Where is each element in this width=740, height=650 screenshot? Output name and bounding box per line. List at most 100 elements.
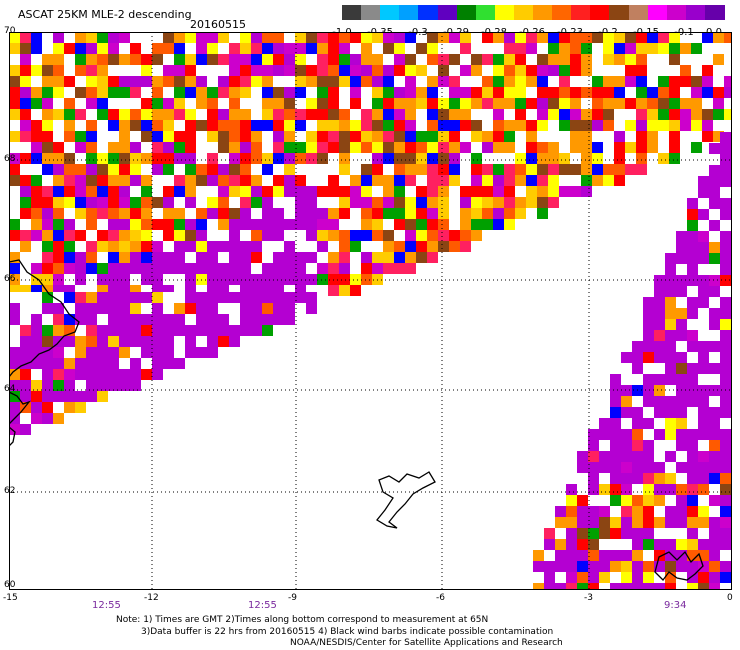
data-cell	[174, 325, 185, 336]
data-cell	[493, 76, 504, 87]
data-cell	[328, 197, 339, 208]
data-cell	[273, 175, 284, 186]
data-cell	[665, 275, 676, 286]
data-cell	[251, 153, 262, 164]
data-cell	[592, 98, 603, 109]
data-cell	[130, 274, 141, 285]
data-cell	[306, 292, 317, 303]
data-cell	[416, 87, 427, 98]
data-cell	[31, 314, 42, 325]
data-cell	[174, 241, 185, 252]
data-cell	[709, 583, 720, 590]
data-cell	[53, 142, 64, 153]
data-cell	[372, 142, 383, 153]
data-cell	[218, 76, 229, 87]
data-cell	[273, 208, 284, 219]
data-cell	[687, 374, 698, 385]
data-cell	[317, 98, 328, 109]
data-cell	[86, 76, 97, 87]
data-cell	[526, 153, 537, 164]
data-cell	[185, 76, 196, 87]
data-cell	[152, 325, 163, 336]
data-cell	[449, 43, 460, 54]
data-cell	[218, 131, 229, 142]
data-cell	[548, 109, 559, 120]
data-cell	[548, 43, 559, 54]
data-cell	[515, 120, 526, 131]
data-cell	[64, 153, 75, 164]
data-cell	[504, 65, 515, 76]
data-cell	[709, 539, 720, 550]
data-cell	[460, 164, 471, 175]
data-cell	[537, 98, 548, 109]
data-cell	[632, 572, 643, 583]
data-cell	[687, 264, 698, 275]
data-cell	[75, 285, 86, 296]
data-cell	[207, 32, 218, 43]
data-cell	[97, 219, 108, 230]
data-cell	[720, 550, 731, 561]
data-cell	[405, 142, 416, 153]
data-cell	[284, 32, 295, 43]
data-cell	[438, 131, 449, 142]
data-cell	[658, 87, 669, 98]
data-cell	[537, 65, 548, 76]
data-cell	[328, 43, 339, 54]
data-cell	[108, 164, 119, 175]
data-cell	[372, 87, 383, 98]
data-cell	[53, 263, 64, 274]
data-cell	[559, 142, 570, 153]
data-cell	[632, 561, 643, 572]
data-cell	[251, 142, 262, 153]
data-cell	[555, 550, 566, 561]
data-cell	[658, 153, 669, 164]
data-cell	[669, 76, 680, 87]
data-cell	[570, 43, 581, 54]
data-cell	[339, 175, 350, 186]
data-cell	[713, 54, 724, 65]
data-cell	[372, 164, 383, 175]
data-cell	[42, 54, 53, 65]
data-cell	[31, 380, 42, 391]
data-cell	[643, 572, 654, 583]
data-cell	[720, 473, 731, 484]
data-cell	[438, 208, 449, 219]
data-cell	[130, 219, 141, 230]
data-cell	[251, 175, 262, 186]
data-cell	[610, 407, 621, 418]
data-cell	[676, 451, 687, 462]
data-cell	[218, 142, 229, 153]
data-cell	[284, 153, 295, 164]
data-cell	[621, 374, 632, 385]
data-cell	[108, 131, 119, 142]
data-cell	[647, 43, 658, 54]
data-cell	[163, 208, 174, 219]
data-cell	[218, 54, 229, 65]
data-cell	[720, 297, 731, 308]
data-cell	[196, 120, 207, 131]
data-cell	[306, 303, 317, 314]
data-cell	[152, 87, 163, 98]
data-cell	[185, 142, 196, 153]
lon-label-minus6: -6	[436, 593, 445, 603]
data-cell	[698, 319, 709, 330]
data-cell	[20, 336, 31, 347]
data-cell	[251, 252, 262, 263]
data-cell	[471, 142, 482, 153]
data-cell	[427, 219, 438, 230]
data-cell	[328, 131, 339, 142]
data-cell	[295, 230, 306, 241]
data-cell	[559, 54, 570, 65]
data-cell	[53, 208, 64, 219]
data-cell	[625, 43, 636, 54]
data-cell	[427, 208, 438, 219]
data-cell	[229, 76, 240, 87]
data-cell	[86, 87, 97, 98]
data-cell	[20, 241, 31, 252]
data-cell	[588, 583, 599, 590]
data-cell	[588, 539, 599, 550]
data-cell	[537, 197, 548, 208]
data-cell	[405, 186, 416, 197]
data-cell	[687, 275, 698, 286]
data-cell	[163, 325, 174, 336]
